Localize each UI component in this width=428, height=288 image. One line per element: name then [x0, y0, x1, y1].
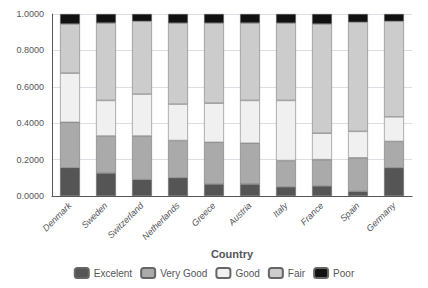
svg-text:Good: Good — [235, 268, 259, 279]
svg-text:Spain: Spain — [338, 200, 361, 223]
svg-text:France: France — [299, 200, 326, 227]
svg-text:Italy: Italy — [271, 200, 290, 219]
svg-text:Fair: Fair — [288, 268, 306, 279]
svg-text:0.2000: 0.2000 — [16, 155, 44, 165]
svg-text:0.4000: 0.4000 — [16, 118, 44, 128]
svg-text:1.0000: 1.0000 — [16, 9, 44, 19]
svg-text:Excelent: Excelent — [94, 268, 133, 279]
svg-text:Germany: Germany — [364, 200, 398, 234]
svg-text:Sweden: Sweden — [80, 200, 110, 230]
svg-text:Switzerland: Switzerland — [105, 200, 146, 241]
svg-text:Austria: Austria — [226, 200, 254, 228]
svg-text:Denmark: Denmark — [41, 200, 74, 233]
svg-text:0.6000: 0.6000 — [16, 82, 44, 92]
svg-text:Country: Country — [211, 248, 254, 260]
svg-text:Netherlands: Netherlands — [140, 200, 182, 242]
svg-text:Greece: Greece — [190, 200, 218, 228]
svg-text:0.8000: 0.8000 — [16, 45, 44, 55]
svg-text:Poor: Poor — [333, 268, 355, 279]
svg-text:0.0000: 0.0000 — [16, 191, 44, 201]
svg-text:Very Good: Very Good — [160, 268, 207, 279]
